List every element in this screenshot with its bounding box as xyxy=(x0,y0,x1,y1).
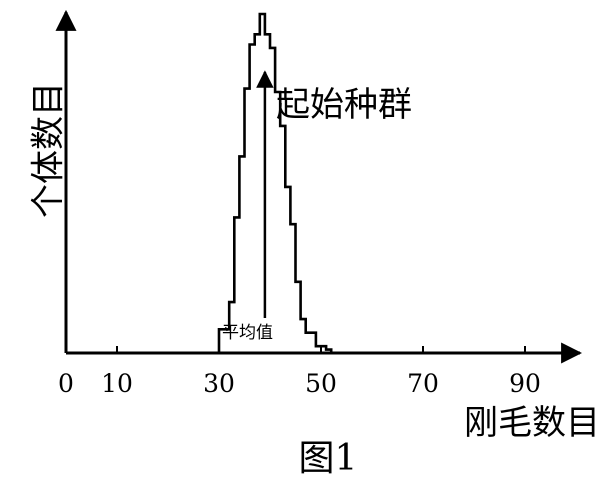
population-distribution-line xyxy=(213,12,337,355)
x-tick-label: 90 xyxy=(509,369,541,398)
y-axis-title: 个体数目 xyxy=(29,82,69,218)
x-tick-label: 70 xyxy=(407,369,439,398)
x-tick-label: 10 xyxy=(101,369,133,398)
annotation-mean: 平均值 xyxy=(222,323,273,343)
x-tick-label: 30 xyxy=(203,369,235,398)
x-tick-label: 50 xyxy=(305,369,337,398)
annotation-starting-population: 起始种群 xyxy=(276,85,412,125)
x-tick-label: 0 xyxy=(58,369,74,398)
figure-caption: 图1 xyxy=(299,438,358,479)
x-axis-title: 刚毛数目 xyxy=(464,403,600,443)
